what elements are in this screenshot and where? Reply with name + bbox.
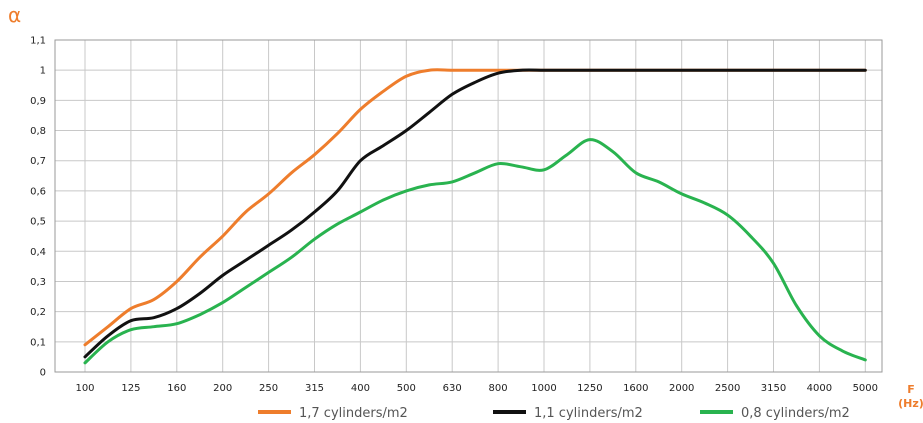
legend: 1,7 cylinders/m2 1,1 cylinders/m2 0,8 cyli… xyxy=(258,406,850,421)
plot-frame xyxy=(54,39,883,373)
x-axis-label-line1: F xyxy=(907,383,915,396)
y-tick-label: 1 xyxy=(40,66,46,77)
x-tick-label: 100 xyxy=(75,383,94,394)
x-tick-label: 2000 xyxy=(669,383,694,394)
legend-label-0: 1,7 cylinders/m2 xyxy=(299,406,408,421)
y-tick-label: 1,1 xyxy=(30,36,46,47)
y-tick-label: 0,9 xyxy=(30,96,46,107)
series-lines xyxy=(83,68,867,365)
x-tick-label: 250 xyxy=(259,383,278,394)
x-tick-label: 315 xyxy=(305,383,324,394)
y-tick-label: 0,4 xyxy=(30,247,46,258)
x-tick-label: 125 xyxy=(121,383,140,394)
x-tick-label: 630 xyxy=(443,383,462,394)
legend-label-2: 0,8 cylinders/m2 xyxy=(741,406,850,421)
x-tick-label: 5000 xyxy=(853,383,878,394)
x-axis-label-line2: (Hz) xyxy=(898,397,923,410)
x-tick-label: 4000 xyxy=(807,383,832,394)
y-axis-label: α xyxy=(8,3,21,27)
y-tick-label: 0,6 xyxy=(30,186,46,197)
x-tick-label: 1600 xyxy=(623,383,648,394)
x-tick-label: 2500 xyxy=(715,383,740,394)
series-line-1 xyxy=(83,68,867,359)
series-line-0 xyxy=(83,68,867,347)
y-tick-label: 0,5 xyxy=(30,217,46,228)
y-tick-label: 0,1 xyxy=(30,337,46,348)
x-tick-labels: 100 125 160 200 250 315 400 500 630 800 1000 1250 16… xyxy=(75,383,878,394)
y-tick-label: 0,2 xyxy=(30,307,46,318)
x-tick-label: 1000 xyxy=(531,383,556,394)
x-tick-label: 160 xyxy=(167,383,186,394)
x-tick-label: 200 xyxy=(213,383,232,394)
x-tick-label: 400 xyxy=(351,383,370,394)
y-tick-label: 0,3 xyxy=(30,277,46,288)
x-tick-label: 1250 xyxy=(577,383,602,394)
y-tick-label: 0 xyxy=(40,368,46,379)
x-tick-label: 500 xyxy=(397,383,416,394)
x-tick-label: 800 xyxy=(489,383,508,394)
legend-label-1: 1,1 cylinders/m2 xyxy=(534,406,643,421)
y-tick-labels: 0 0,1 0,2 0,3 0,4 0,5 0,6 0,7 0,8 0,9 1 1,1 xyxy=(30,36,46,379)
x-tick-label: 3150 xyxy=(761,383,786,394)
y-tick-label: 0,7 xyxy=(30,156,46,167)
y-tick-label: 0,8 xyxy=(30,126,46,137)
series-line-2 xyxy=(83,138,867,365)
